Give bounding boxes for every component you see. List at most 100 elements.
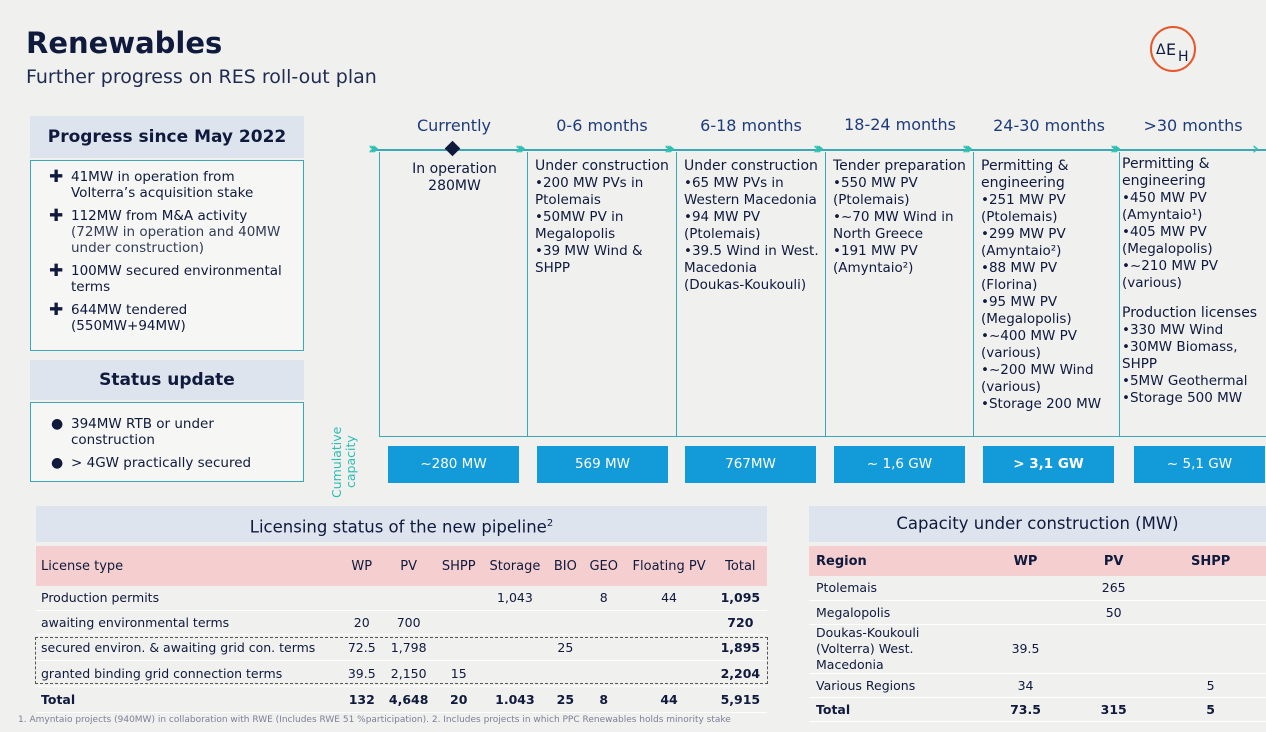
- table-row: awaiting environmental terms 20 700 720: [36, 610, 767, 635]
- chevron-icon: ›››: [515, 139, 526, 159]
- list-item: •200 MW PVs in Ptolemais: [535, 175, 644, 208]
- table-row: granted binding grid connection terms 39…: [36, 660, 767, 687]
- phase-divider: [825, 152, 826, 436]
- phase-label-24-30: 24-30 months: [993, 116, 1105, 135]
- progress-item: ✚ 41MW in operation from Volterra’s acqu…: [49, 167, 254, 202]
- list-item: •~70 MW Wind in North Greece: [833, 209, 954, 242]
- bullet-icon: ●: [51, 416, 64, 432]
- capacity-box-30plus: ~ 5,1 GW: [1134, 446, 1265, 483]
- list-item: •65 MW PVs in Western Macedonia: [684, 175, 817, 208]
- table-header-row: Region WP PV SHPP: [809, 546, 1266, 576]
- status-box: ● 394MW RTB or under construction ● > 4G…: [30, 402, 304, 482]
- column-header: BIO: [547, 546, 584, 586]
- bullet-icon: ●: [51, 455, 64, 471]
- progress-item: ✚ 100MW secured environmental terms: [49, 261, 282, 296]
- table-row: secured environ. & awaiting grid con. te…: [36, 634, 767, 661]
- column-header: WP: [341, 546, 383, 586]
- list-item: •5MW Geothermal: [1122, 373, 1248, 389]
- column-header: License type: [36, 546, 342, 586]
- list-item: •95 MW PV (Megalopolis): [981, 294, 1072, 327]
- column-header: Floating PV: [624, 546, 714, 586]
- table-row: Megalopolis 50: [809, 600, 1266, 625]
- phase-col-30plus: Permitting & engineering •450 MW PV (Amy…: [1122, 156, 1266, 407]
- capacity-box-24-30: > 3,1 GW: [983, 446, 1114, 483]
- current-marker-icon: [444, 140, 461, 157]
- chevron-icon: ›››: [368, 139, 379, 159]
- licensing-heading: Licensing status of the new pipeline2: [36, 506, 767, 542]
- capacity-table: Region WP PV SHPP Ptolemais 265 Megalopo…: [809, 546, 1266, 722]
- list-item: •39 MW Wind & SHPP: [535, 243, 643, 276]
- list-item: •191 MW PV (Amyntaio²): [833, 243, 918, 276]
- capacity-box-6-18: 767MW: [685, 446, 816, 483]
- status-item: ● > 4GW practically secured: [51, 455, 252, 471]
- svg-text:Ε: Ε: [1166, 40, 1176, 59]
- phase-col-18-24: Tender preparation •550 MW PV (Ptolemais…: [833, 158, 968, 277]
- phase-col-24-30: Permitting & engineering •251 MW PV (Pto…: [981, 158, 1117, 413]
- plus-icon: ✚: [49, 261, 64, 281]
- list-item: •330 MW Wind: [1122, 322, 1224, 338]
- table-header-row: License type WP PV SHPP Storage BIO GEO …: [36, 546, 767, 586]
- column-header: SHPP: [1155, 546, 1266, 576]
- phase-divider: [973, 152, 974, 436]
- list-item: •39.5 Wind in West. Macedonia (Doukas-Ko…: [684, 243, 819, 293]
- column-header: SHPP: [435, 546, 483, 586]
- table-total-row: Total 132 4,648 20 1.043 25 8 44 5,915: [36, 686, 767, 713]
- timeline-baseline: [379, 436, 1266, 437]
- list-item: •Storage 500 MW: [1122, 390, 1243, 406]
- table-row: Ptolemais 265: [809, 576, 1266, 601]
- table-row: Production permits 1,043 8 44 1,095: [36, 586, 767, 611]
- footnote: 1. Amyntaio projects (940MW) in collabor…: [18, 715, 731, 725]
- phase-label-0-6: 0-6 months: [556, 116, 648, 135]
- status-heading: Status update: [30, 360, 304, 400]
- plus-icon: ✚: [49, 206, 64, 226]
- phase-label-6-18: 6-18 months: [700, 116, 802, 135]
- table-row: Doukas-Koukouli (Volterra) West. Macedon…: [809, 624, 1266, 674]
- phase-label-18-24: 18-24 months: [844, 115, 956, 134]
- chevron-icon: ›››: [1110, 139, 1121, 159]
- list-item: •251 MW PV (Ptolemais): [981, 192, 1066, 225]
- progress-box: ✚ 41MW in operation from Volterra’s acqu…: [30, 160, 304, 351]
- column-header: Total: [713, 546, 767, 586]
- column-header: PV: [382, 546, 436, 586]
- capacity-box-18-24: ~ 1,6 GW: [834, 446, 965, 483]
- list-item: •Storage 200 MW: [981, 396, 1102, 412]
- column-header: WP: [979, 546, 1073, 576]
- list-item: •299 MW PV (Amyntaio²): [981, 226, 1066, 259]
- plus-icon: ✚: [49, 167, 64, 187]
- progress-item: ✚ 644MW tendered (550MW+94MW): [49, 300, 188, 335]
- ppc-logo: Δ Ε Η: [1144, 26, 1202, 72]
- highlight-dashed-box: [35, 637, 768, 684]
- cumulative-capacity-label: Cumulativecapacity: [325, 410, 365, 500]
- list-item: •94 MW PV (Ptolemais): [684, 209, 761, 242]
- phase-label-30plus: >30 months: [1143, 116, 1243, 135]
- table-total-row: Total 73.5 315 5: [809, 697, 1266, 722]
- timeline-axis: [372, 149, 1266, 151]
- capacity-table-heading: Capacity under construction (MW): [809, 506, 1266, 542]
- phase-divider: [1119, 152, 1120, 436]
- status-item: ● 394MW RTB or under construction: [51, 416, 214, 448]
- svg-text:Cumulativecapacity: Cumulativecapacity: [329, 426, 358, 498]
- list-item: •405 MW PV (Megalopolis): [1122, 224, 1213, 257]
- list-item: •30MW Biomass, SHPP: [1122, 339, 1238, 372]
- phase-col-currently: In operation 280MW: [412, 161, 497, 194]
- list-item: •450 MW PV (Amyntaio¹): [1122, 190, 1207, 223]
- progress-item: ✚ 112MW from M&A activity (72MW in operat…: [49, 206, 281, 257]
- licensing-table-wrap: License type WP PV SHPP Storage BIO GEO …: [36, 546, 767, 713]
- phase-divider: [676, 152, 677, 436]
- svg-text:Η: Η: [1178, 49, 1189, 65]
- column-header: PV: [1072, 546, 1156, 576]
- table-row: Various Regions 34 5: [809, 673, 1266, 698]
- list-item: •550 MW PV (Ptolemais): [833, 175, 918, 208]
- column-header: Storage: [482, 546, 548, 586]
- licensing-table: License type WP PV SHPP Storage BIO GEO …: [36, 546, 767, 713]
- chevron-icon: ›››: [813, 139, 824, 159]
- phase-col-6-18: Under construction •65 MW PVs in Western…: [684, 158, 819, 293]
- list-item: •~400 MW PV (various): [981, 328, 1077, 361]
- page-title: Renewables: [26, 26, 223, 60]
- chevron-icon: ›››: [962, 139, 973, 159]
- column-header: Region: [809, 546, 979, 576]
- phase-divider: [379, 152, 380, 436]
- list-item: •88 MW PV (Florina): [981, 260, 1058, 293]
- capacity-table-wrap: Region WP PV SHPP Ptolemais 265 Megalopo…: [809, 546, 1266, 722]
- chevron-icon: ›››: [664, 139, 675, 159]
